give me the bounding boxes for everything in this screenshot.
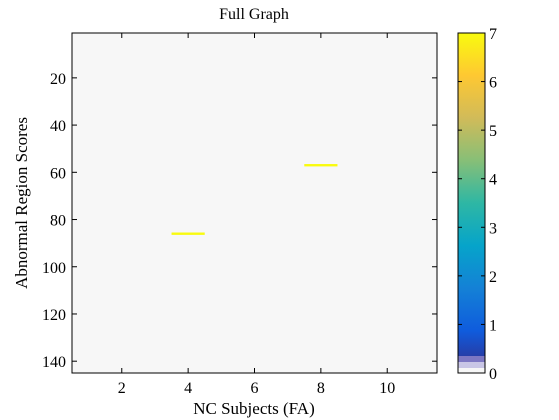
y-axis-ticks: 20 40 60 80 100 120 140: [42, 71, 437, 371]
colorbar-frame: [457, 32, 486, 374]
colorbar-background-swatch: [458, 368, 485, 373]
y-tick-label: 80: [50, 213, 66, 230]
x-tick-label: 2: [118, 380, 126, 397]
colorbar-tick-label: 4: [489, 172, 497, 189]
y-axis-label: Abnormal Region Scores: [12, 117, 31, 289]
chart-title: Full Graph: [219, 6, 289, 23]
colorbar-tick-label: 0: [489, 366, 497, 383]
heatmap-cells: [171, 164, 338, 235]
y-tick-label: 120: [42, 307, 66, 324]
colorbar-tick-label: 6: [489, 75, 497, 92]
colorbar-ticks: 0 1 2 3 4 5 6 7: [458, 26, 497, 383]
colorbar-low-swatch: [458, 362, 485, 368]
colorbar-tick-label: 7: [489, 26, 497, 43]
heatmap-cell: [304, 164, 338, 167]
y-tick-label: 40: [50, 118, 66, 135]
y-tick-label: 100: [42, 260, 66, 277]
heatmap-cell: [171, 232, 205, 235]
x-axis-label: NC Subjects (FA): [193, 399, 315, 418]
y-tick-label: 140: [42, 354, 66, 371]
x-axis-ticks: 2 4 6 8 10: [118, 33, 395, 397]
x-tick-label: 10: [379, 380, 395, 397]
x-tick-label: 6: [251, 380, 259, 397]
colorbar-low-band: [458, 356, 485, 373]
x-tick-label: 4: [184, 380, 192, 397]
y-tick-label: 60: [50, 165, 66, 182]
colorbar: [458, 33, 485, 373]
colorbar-tick-label: 3: [489, 220, 497, 237]
x-tick-label: 8: [317, 380, 325, 397]
plot-area: [72, 33, 437, 373]
colorbar-tick-label: 2: [489, 269, 497, 286]
colorbar-low-swatch: [458, 356, 485, 362]
y-tick-label: 20: [50, 71, 66, 88]
colorbar-tick-label: 5: [489, 123, 497, 140]
colorbar-tick-label: 1: [489, 317, 497, 334]
